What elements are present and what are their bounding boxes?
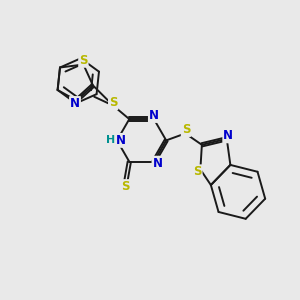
Text: S: S [182,123,190,136]
Text: S: S [79,54,88,67]
Text: S: S [193,165,202,178]
Text: N: N [149,109,159,122]
Text: N: N [70,97,80,110]
Text: N: N [152,157,163,170]
Text: N: N [116,134,126,147]
Text: S: S [109,96,118,109]
Text: S: S [121,180,130,193]
Text: H: H [106,135,115,146]
Text: N: N [223,129,233,142]
